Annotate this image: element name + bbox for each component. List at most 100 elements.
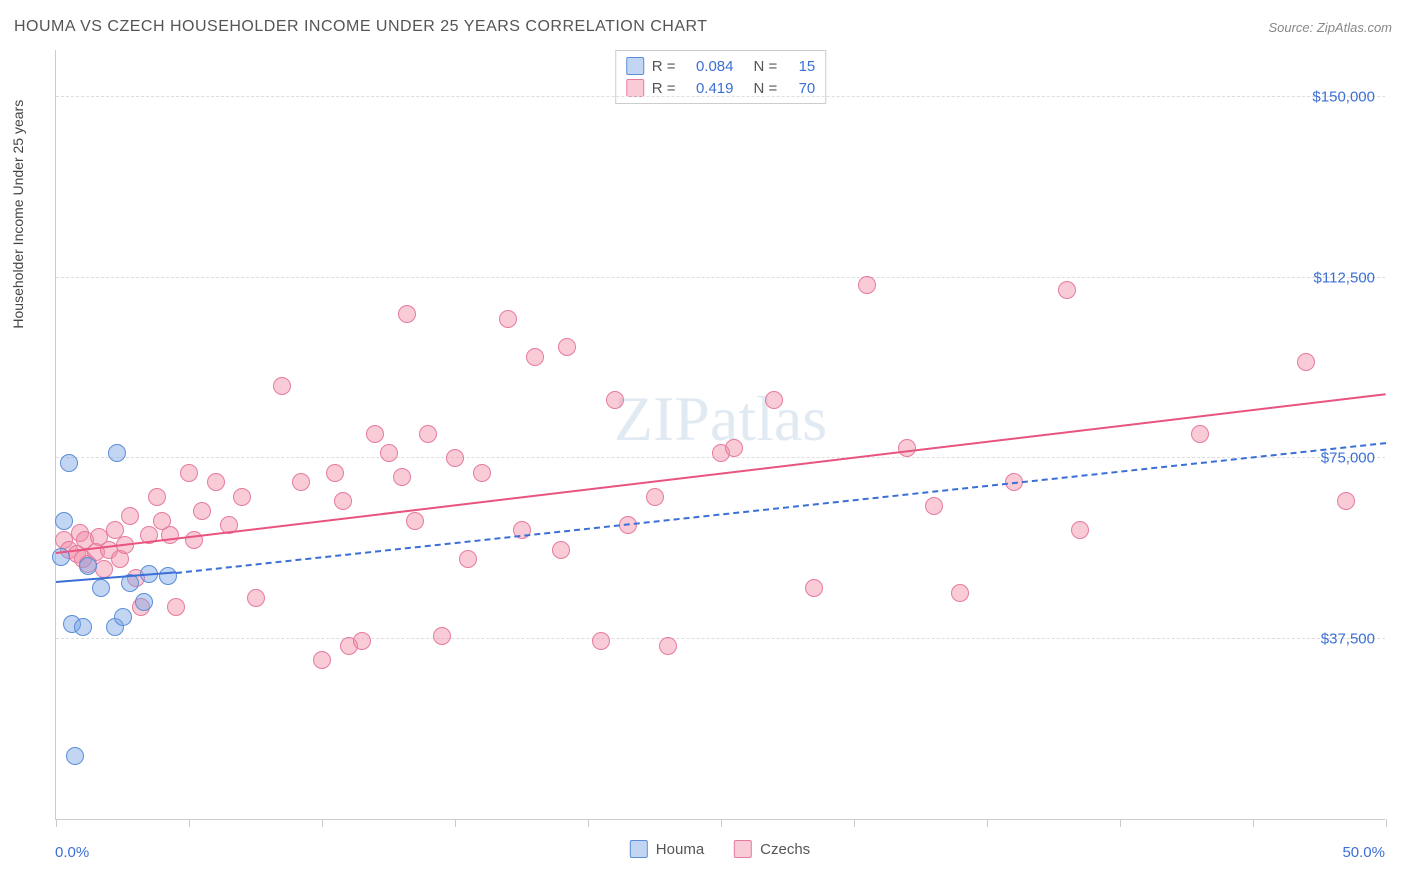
- scatter-point: [398, 305, 416, 323]
- scatter-point: [207, 473, 225, 491]
- scatter-point: [858, 276, 876, 294]
- scatter-point: [95, 560, 113, 578]
- gridline: [56, 96, 1385, 97]
- scatter-point: [148, 488, 166, 506]
- scatter-point: [353, 632, 371, 650]
- x-tick: [455, 819, 456, 827]
- x-tick: [189, 819, 190, 827]
- scatter-point: [1337, 492, 1355, 510]
- scatter-point: [180, 464, 198, 482]
- y-tick-label: $150,000: [1312, 89, 1375, 106]
- stats-row: R = 0.084 N = 15: [626, 55, 816, 77]
- scatter-point: [159, 567, 177, 585]
- scatter-point: [406, 512, 424, 530]
- scatter-point: [526, 348, 544, 366]
- legend-item: Houma: [630, 840, 704, 858]
- scatter-point: [1071, 521, 1089, 539]
- scatter-point: [765, 391, 783, 409]
- trend-line: [56, 572, 176, 584]
- scatter-point: [167, 598, 185, 616]
- gridline: [56, 638, 1385, 639]
- y-tick-label: $75,000: [1321, 450, 1375, 467]
- x-tick: [322, 819, 323, 827]
- scatter-point: [499, 310, 517, 328]
- scatter-point: [92, 579, 110, 597]
- x-tick: [588, 819, 589, 827]
- scatter-point: [185, 531, 203, 549]
- gridline: [56, 277, 1385, 278]
- scatter-point: [659, 637, 677, 655]
- trend-line: [176, 442, 1387, 574]
- series-swatch: [626, 57, 644, 75]
- legend-label: Czechs: [760, 841, 810, 858]
- scatter-point: [473, 464, 491, 482]
- series-legend: Houma Czechs: [630, 840, 810, 858]
- legend-item: Czechs: [734, 840, 810, 858]
- legend-swatch: [734, 840, 752, 858]
- title-bar: HOUMA VS CZECH HOUSEHOLDER INCOME UNDER …: [14, 18, 1392, 36]
- scatter-point: [459, 550, 477, 568]
- scatter-point: [66, 747, 84, 765]
- chart-title: HOUMA VS CZECH HOUSEHOLDER INCOME UNDER …: [14, 18, 708, 36]
- scatter-point: [552, 541, 570, 559]
- scatter-point: [1058, 281, 1076, 299]
- scatter-point: [161, 526, 179, 544]
- scatter-point: [592, 632, 610, 650]
- scatter-point: [108, 444, 126, 462]
- stat-r-value: 0.084: [684, 58, 734, 75]
- scatter-point: [60, 454, 78, 472]
- scatter-point: [247, 589, 265, 607]
- scatter-point: [725, 439, 743, 457]
- scatter-point: [292, 473, 310, 491]
- scatter-point: [393, 468, 411, 486]
- scatter-point: [606, 391, 624, 409]
- y-tick-label: $112,500: [1314, 269, 1375, 286]
- x-tick: [854, 819, 855, 827]
- scatter-point: [313, 651, 331, 669]
- x-axis-max-label: 50.0%: [1342, 844, 1385, 861]
- legend-swatch: [630, 840, 648, 858]
- scatter-point: [380, 444, 398, 462]
- stat-r-label: R =: [652, 80, 676, 97]
- x-tick: [1253, 819, 1254, 827]
- legend-label: Houma: [656, 841, 704, 858]
- chart-plot-area: ZIPatlas R =0.084N =15R =0.419N =70 $37,…: [55, 50, 1385, 820]
- trend-line: [56, 394, 1386, 555]
- scatter-point: [446, 449, 464, 467]
- scatter-point: [898, 439, 916, 457]
- scatter-point: [1297, 353, 1315, 371]
- scatter-point: [326, 464, 344, 482]
- scatter-point: [925, 497, 943, 515]
- stat-n-label: N =: [754, 80, 778, 97]
- scatter-point: [334, 492, 352, 510]
- x-tick: [56, 819, 57, 827]
- stat-n-value: 70: [785, 80, 815, 97]
- scatter-point: [366, 425, 384, 443]
- scatter-point: [273, 377, 291, 395]
- scatter-point: [79, 557, 97, 575]
- x-axis-min-label: 0.0%: [55, 844, 89, 861]
- scatter-point: [433, 627, 451, 645]
- scatter-point: [233, 488, 251, 506]
- scatter-point: [135, 593, 153, 611]
- scatter-point: [193, 502, 211, 520]
- x-axis-label-row: 0.0% Houma Czechs 50.0%: [55, 840, 1385, 870]
- scatter-point: [419, 425, 437, 443]
- stat-n-value: 15: [785, 58, 815, 75]
- scatter-point: [805, 579, 823, 597]
- y-tick-label: $37,500: [1321, 630, 1375, 647]
- scatter-point: [55, 512, 73, 530]
- x-tick: [721, 819, 722, 827]
- scatter-point: [121, 507, 139, 525]
- y-axis-title: Householder Income Under 25 years: [10, 100, 26, 329]
- x-tick: [1386, 819, 1387, 827]
- scatter-point: [74, 618, 92, 636]
- scatter-point: [1191, 425, 1209, 443]
- series-swatch: [626, 79, 644, 97]
- stat-r-label: R =: [652, 58, 676, 75]
- scatter-point: [646, 488, 664, 506]
- stat-n-label: N =: [754, 58, 778, 75]
- scatter-point: [951, 584, 969, 602]
- scatter-point: [558, 338, 576, 356]
- source-label: Source: ZipAtlas.com: [1268, 20, 1392, 35]
